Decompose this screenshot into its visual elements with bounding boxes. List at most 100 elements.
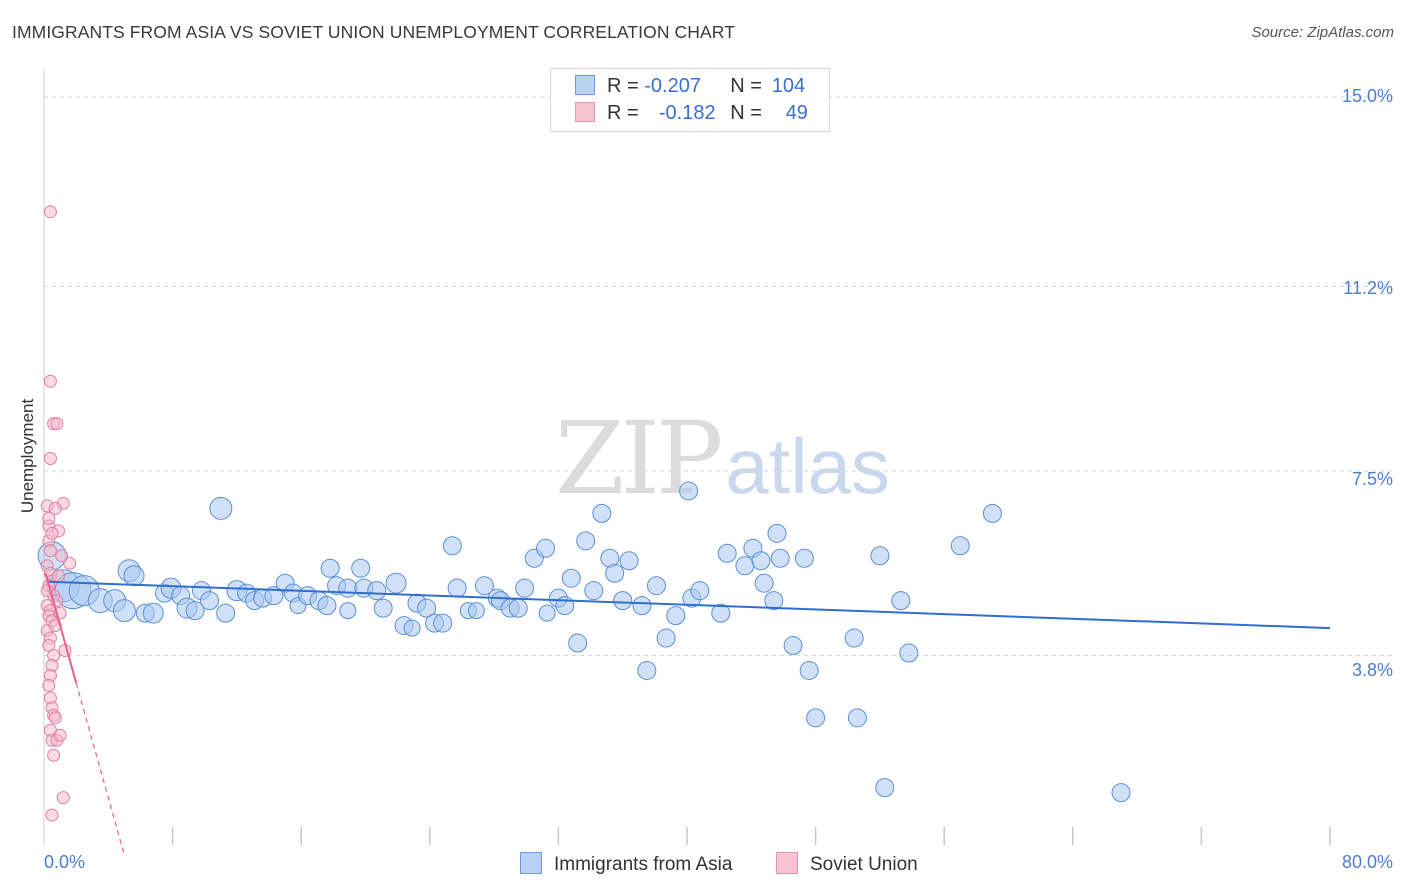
asia-data-point [576,531,596,551]
soviet-data-point [43,374,57,388]
asia-data-point [870,546,890,566]
asia-data-point [185,601,205,621]
n-label: N = [730,75,762,97]
y-tick-label-3-8: 3.8% [1351,660,1393,680]
asia-data-point [351,558,371,578]
asia-data-point [373,598,393,618]
asia-data-point [561,568,581,588]
asia-data-point [339,602,357,620]
legend-item-asia: Immigrants from Asia [520,852,732,876]
asia-data-point [711,603,731,623]
asia-data-point [806,708,826,728]
asia-data-point [536,538,556,558]
soviet-data-point [48,711,62,725]
asia-data-point [751,551,771,571]
asia-data-point [568,633,588,653]
asia-data-point [717,543,737,563]
soviet-trend-line [44,572,78,684]
stats-row-soviet: R = -0.182 N = 49 [575,102,822,128]
asia-data-point [403,619,421,637]
asia-data-point [679,481,699,501]
asia-data-point [613,591,633,611]
asia-data-point [799,660,819,680]
asia-data-point [632,596,652,616]
asia-data-point [794,548,814,568]
soviet-data-point [55,549,69,563]
asia-data-point [209,496,233,520]
asia-data-point [338,578,358,598]
asia-data-point [770,548,790,568]
n-label: N = [730,102,762,124]
legend-item-soviet: Soviet Union [776,852,918,876]
asia-data-point [690,581,710,601]
correlation-stats-box: R = -0.207 N = 104 R = -0.182 N = 49 [550,68,830,132]
asia-data-point [385,572,407,594]
soviet-data-point [45,526,59,540]
r-label: R = [607,102,639,124]
legend-label: Immigrants from Asia [554,854,733,875]
soviet-trend-extension [75,682,125,856]
x-tick-label-max: 80.0% [1341,852,1393,872]
soviet-data-point [51,569,65,583]
asia-data-point [605,563,625,583]
asia-data-point [735,556,755,576]
r-label: R = [607,75,639,97]
soviet-data-point [50,417,64,431]
asia-data-point [317,596,337,616]
asia-data-point [442,536,462,556]
source-label: Source: ZipAtlas.com [1251,24,1394,41]
soviet-data-point [47,748,61,762]
asia-data-point [666,606,686,626]
asia-data-point [584,581,604,601]
asia-data-point [264,586,284,606]
asia-data-point [592,503,612,523]
asia-data-point [200,591,220,611]
stats-row-asia: R = -0.207 N = 104 [575,75,805,101]
asia-data-point [637,660,657,680]
asia-data-point [447,578,467,598]
soviet-data-point [48,501,62,515]
asia-data-point [754,573,774,593]
watermark-atlas: atlas [725,422,891,510]
asia-data-point [767,523,787,543]
asia-data-point [112,599,136,623]
soviet-data-point [56,791,70,805]
asia-data-point [844,628,864,648]
blue-swatch [575,75,595,95]
asia-data-point [891,591,911,611]
legend-label: Soviet Union [810,854,918,875]
soviet-data-point [43,544,57,558]
asia-data-point [320,558,340,578]
soviet-data-point [42,511,56,525]
asia-data-point [646,576,666,596]
asia-data-point [950,536,970,556]
pink-swatch [575,102,595,122]
asia-data-point [656,628,676,648]
asia-data-point [538,604,556,622]
legend-pink-swatch [776,852,798,874]
asia-data-point [367,581,387,601]
y-axis-label: Unemployment [18,398,37,514]
y-tick-label-15: 15.0% [1341,86,1393,106]
n-value: 104 [771,75,806,97]
soviet-data-point [45,808,59,822]
asia-data-point [619,551,639,571]
asia-data-point [783,636,803,656]
soviet-data-point [48,619,62,633]
soviet-data-point [42,678,56,692]
r-value: -0.182 [658,102,716,124]
asia-data-point [847,708,867,728]
soviet-data-point [43,205,57,219]
asia-data-point [764,591,784,611]
asia-data-point [1111,783,1131,803]
asia-data-point [417,598,437,618]
asia-data-point [433,613,453,633]
asia-trend-line [48,580,1331,630]
chart-title: IMMIGRANTS FROM ASIA VS SOVIET UNION UNE… [12,22,736,42]
asia-data-point [142,602,164,624]
asia-data-point [474,576,494,596]
asia-data-point [899,643,919,663]
n-value: 49 [785,102,808,124]
y-tick-label-7-5: 7.5% [1351,469,1393,489]
